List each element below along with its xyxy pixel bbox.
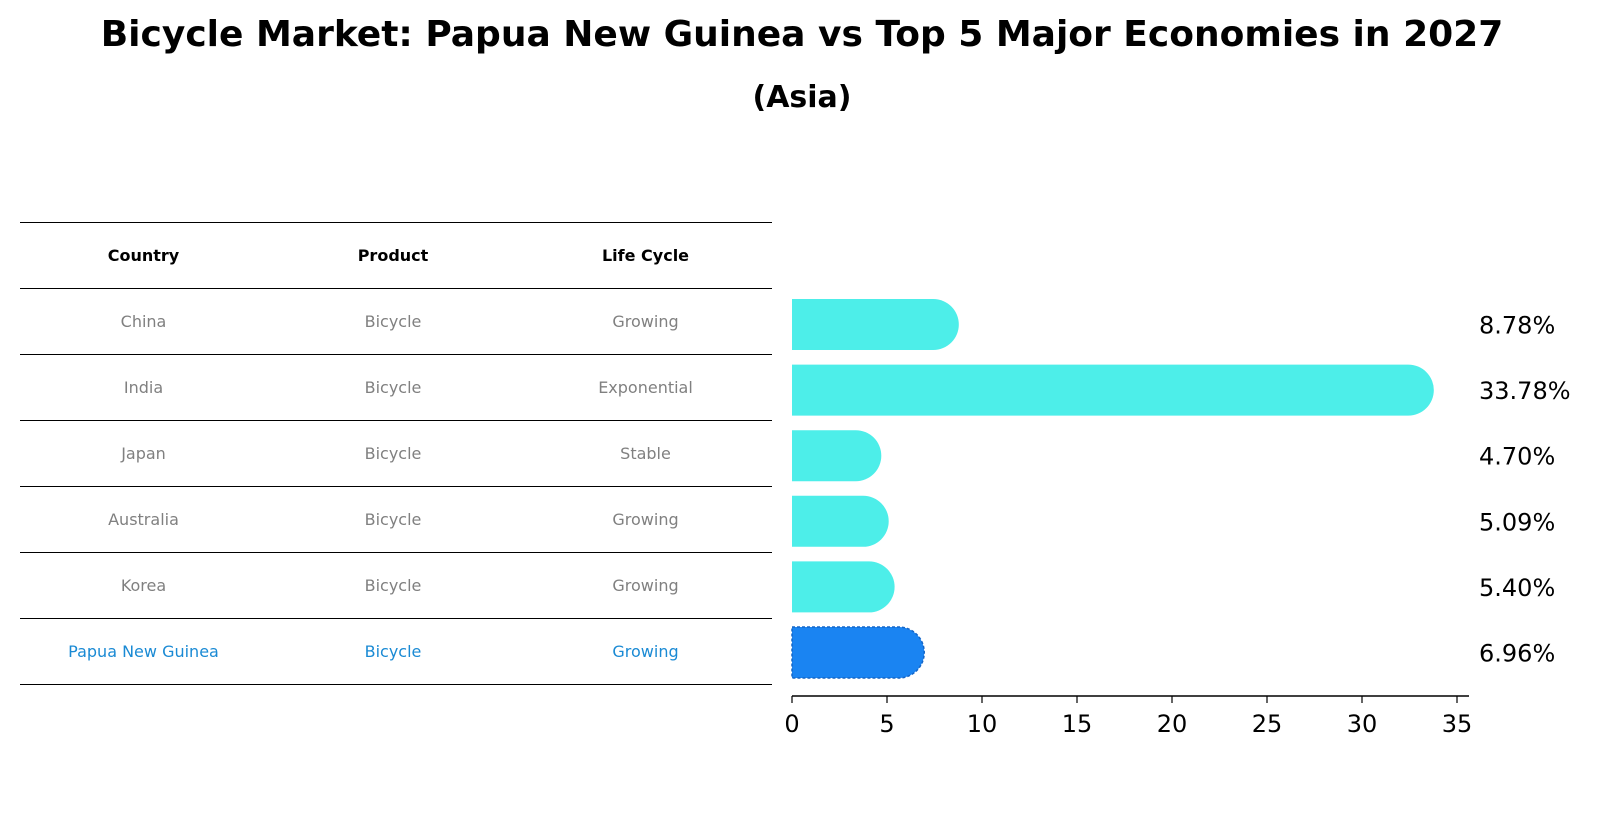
- header-life-cycle: Life Cycle: [519, 222, 772, 289]
- cell-life-cycle: Exponential: [519, 354, 772, 421]
- cell-product: Bicycle: [267, 618, 519, 685]
- table-row: China Bicycle Growing: [20, 288, 772, 355]
- value-label: 5.40%: [1479, 574, 1555, 602]
- cell-product: Bicycle: [267, 486, 519, 553]
- chart-subtitle: (Asia): [752, 80, 852, 115]
- table-row-highlight: Papua New Guinea Bicycle Growing: [20, 618, 772, 685]
- value-label: 6.96%: [1479, 640, 1555, 668]
- x-tick-label: 5: [879, 710, 894, 738]
- x-tick-label: 0: [784, 710, 799, 738]
- header-product: Product: [267, 222, 519, 289]
- cell-life-cycle: Growing: [519, 486, 772, 553]
- bar-japan: [792, 430, 882, 482]
- bar-australia: [792, 495, 889, 547]
- x-tick-label: 35: [1442, 710, 1473, 738]
- bar-india: [792, 364, 1434, 416]
- table-header-row: Country Product Life Cycle: [20, 222, 772, 289]
- cell-product: Bicycle: [267, 552, 519, 619]
- x-tick-label: 15: [1062, 710, 1093, 738]
- bar-korea: [792, 561, 895, 613]
- cell-life-cycle: Growing: [519, 288, 772, 355]
- header-country: Country: [20, 222, 267, 289]
- cell-country: Papua New Guinea: [20, 618, 267, 685]
- x-tick-label: 10: [967, 710, 998, 738]
- table-row: Australia Bicycle Growing: [20, 486, 772, 553]
- x-tick-label: 30: [1347, 710, 1378, 738]
- value-label: 4.70%: [1479, 443, 1555, 471]
- bar-china: [792, 299, 959, 350]
- cell-country: Korea: [20, 552, 267, 619]
- cell-life-cycle: Growing: [519, 552, 772, 619]
- cell-product: Bicycle: [267, 420, 519, 487]
- cell-life-cycle: Growing: [519, 618, 772, 685]
- cell-country: China: [20, 288, 267, 355]
- bar-papua-new-guinea: [791, 626, 925, 679]
- cell-country: Japan: [20, 420, 267, 487]
- cell-country: India: [20, 354, 267, 421]
- value-label: 5.09%: [1479, 508, 1555, 536]
- value-label: 33.78%: [1479, 377, 1571, 405]
- table-row: Korea Bicycle Growing: [20, 552, 772, 619]
- data-table: Country Product Life Cycle China Bicycle…: [20, 222, 772, 685]
- cell-country: Australia: [20, 486, 267, 553]
- cell-life-cycle: Stable: [519, 420, 772, 487]
- table-row: India Bicycle Exponential: [20, 354, 772, 421]
- table-row: Japan Bicycle Stable: [20, 420, 772, 487]
- x-tick-label: 25: [1252, 710, 1283, 738]
- value-label: 8.78%: [1479, 312, 1555, 340]
- cell-product: Bicycle: [267, 288, 519, 355]
- cell-product: Bicycle: [267, 354, 519, 421]
- x-tick-label: 20: [1157, 710, 1188, 738]
- chart-title: Bicycle Market: Papua New Guinea vs Top …: [100, 14, 1504, 55]
